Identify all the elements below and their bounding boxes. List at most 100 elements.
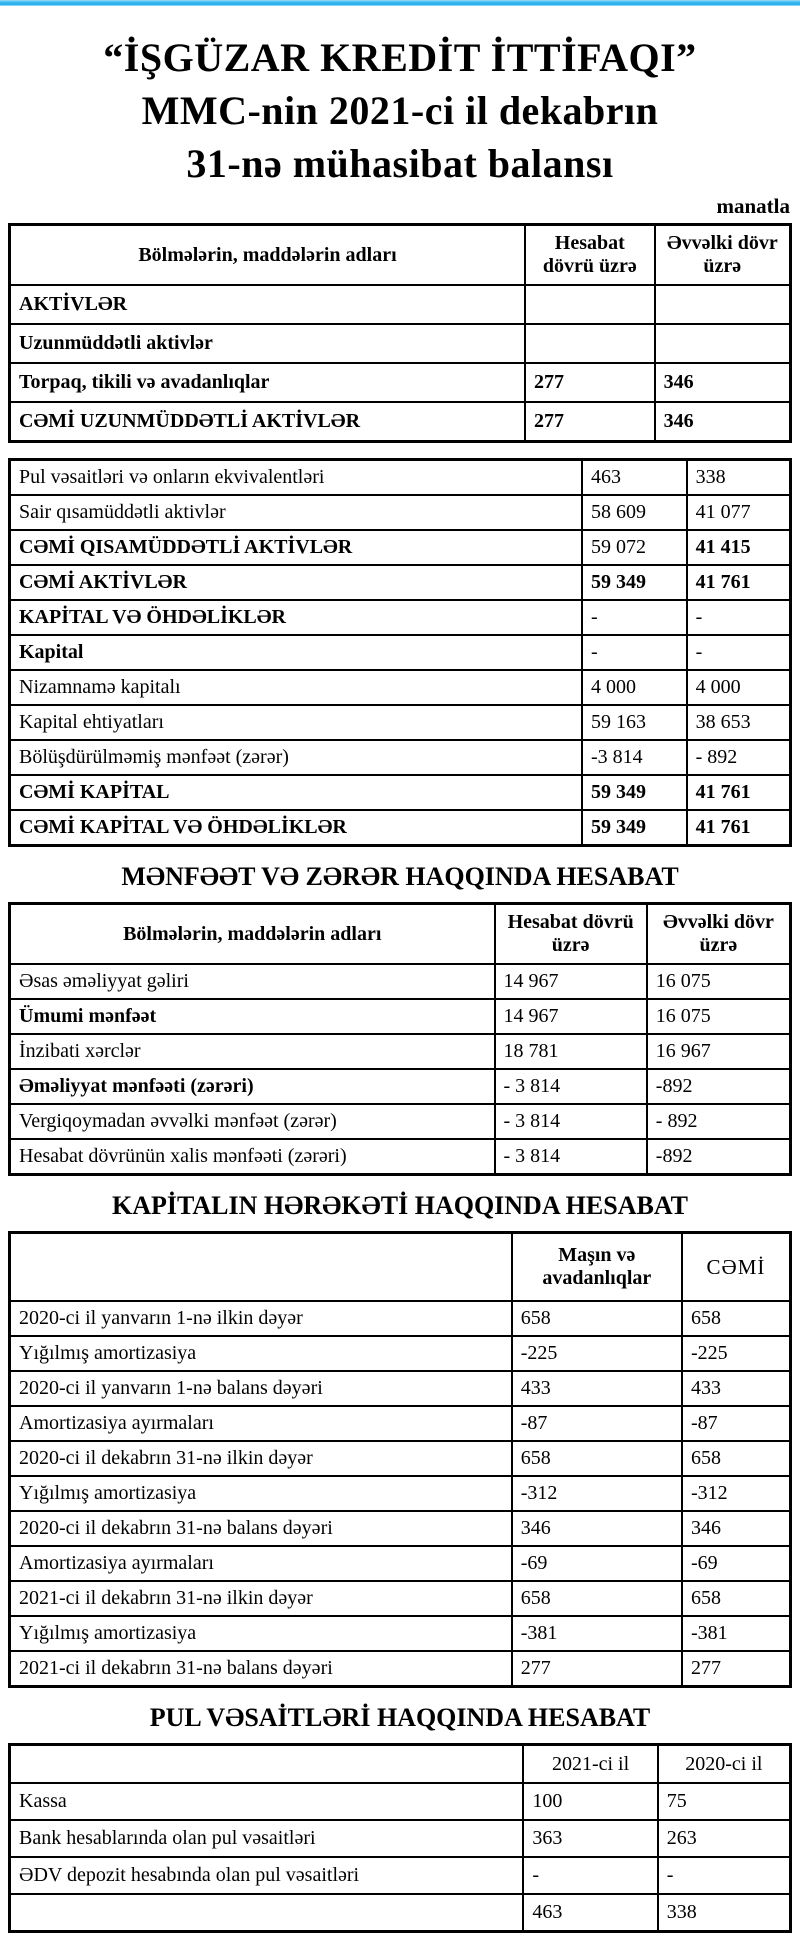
- value-cell: -: [580, 599, 688, 637]
- row-label: 2020-ci il yanvarın 1-nə ilkin dəyər: [8, 1300, 513, 1338]
- value-cell: -69: [680, 1545, 792, 1583]
- value-cell: -3 814: [580, 739, 688, 777]
- row-label: Kapital ehtiyatları: [8, 704, 583, 742]
- value-cell: 463: [522, 1893, 659, 1933]
- table-row: 463 338: [8, 1893, 792, 1933]
- table-row: KAPİTAL VƏ ÖHDƏLİKLƏR - -: [8, 599, 792, 637]
- value-cell: 433: [510, 1370, 683, 1408]
- row-label: 2020-ci il yanvarın 1-nə balans dəyəri: [8, 1370, 513, 1408]
- section-title-capital-movement: KAPİTALIN HƏRƏKƏTİ HAQQINDA HESABAT: [111, 1191, 689, 1221]
- value-cell: 16 967: [645, 1033, 792, 1071]
- value-cell: 16 075: [645, 998, 792, 1036]
- table-row: 2021-ci il dekabrın 31-nə balans dəyəri 2…: [8, 1650, 792, 1688]
- row-label: Kapital: [8, 634, 583, 672]
- row-label: ƏDV depozit hesabında olan pul vəsaitlər…: [8, 1856, 525, 1896]
- header-row: Maşın və avadanlıqlar CƏMİ: [8, 1231, 792, 1303]
- value-cell: 346: [510, 1510, 683, 1548]
- row-label: Bölüşdürülməmiş mənfəət (zərər): [8, 739, 583, 777]
- value-cell: -87: [680, 1405, 792, 1443]
- row-label: KAPİTAL VƏ ÖHDƏLİKLƏR: [8, 599, 583, 637]
- cash-table: 2021-ci il 2020-ci il Kassa 100 75 Bank hesab…: [8, 1743, 792, 1934]
- column-header: CƏMİ: [680, 1231, 792, 1303]
- row-label: Sair qısamüddətli aktivlər: [8, 494, 583, 532]
- row-label: CƏMİ KAPİTAL: [8, 774, 583, 812]
- row-label: Bank hesablarında olan pul vəsaitləri: [8, 1819, 525, 1859]
- header-row: 2021-ci il 2020-ci il: [8, 1743, 792, 1785]
- value-cell: 4 000: [685, 669, 792, 707]
- table-row: Yığılmış amortizasiya -312 -312: [8, 1475, 792, 1513]
- value-cell: -87: [510, 1405, 683, 1443]
- row-label: CƏMİ KAPİTAL VƏ ÖHDƏLİKLƏR: [8, 809, 583, 847]
- value-cell: -: [685, 634, 792, 672]
- value-cell: 658: [510, 1300, 683, 1338]
- table-row: AKTİVLƏR: [8, 284, 792, 326]
- row-label: İnzibati xərclər: [8, 1033, 496, 1071]
- column-header: [8, 1231, 513, 1303]
- value-cell: 658: [680, 1580, 792, 1618]
- value-cell: -: [656, 1856, 792, 1896]
- row-label: AKTİVLƏR: [8, 284, 526, 326]
- value-cell: 658: [680, 1440, 792, 1478]
- table-row: Yığılmış amortizasiya -225 -225: [8, 1335, 792, 1373]
- section-title-cash: PUL VƏSAİTLƏRİ HAQQINDA HESABAT: [149, 1703, 651, 1733]
- row-label: CƏMİ QISAMÜDDƏTLİ AKTİVLƏR: [8, 529, 583, 567]
- balance-sheet-table-long-term: Bölmələrin, maddələrin adları Hesabat döv…: [8, 223, 792, 444]
- column-header: Hesabat dövrü üzrə: [523, 223, 656, 287]
- value-cell: - 3 814: [493, 1138, 648, 1176]
- table-row: Əməliyyat mənfəəti (zərəri) - 3 814 -892: [8, 1068, 792, 1106]
- value-cell: -892: [645, 1138, 792, 1176]
- section-title-profit-loss: MƏNFƏƏT VƏ ZƏRƏR HAQQINDA HESABAT: [121, 862, 679, 892]
- row-label: CƏMİ AKTİVLƏR: [8, 564, 583, 602]
- row-label: Yığılmış amortizasiya: [8, 1335, 513, 1373]
- value-cell: 346: [680, 1510, 792, 1548]
- table-row: Ümumi mənfəət 14 967 16 075: [8, 998, 792, 1036]
- table-row: 2021-ci il dekabrın 31-nə ilkin dəyər 658…: [8, 1580, 792, 1618]
- value-cell: 4 000: [580, 669, 688, 707]
- column-header: 2020-ci il: [656, 1743, 792, 1785]
- column-header: Əvvəlki dövr üzrə: [645, 902, 792, 966]
- row-label: Hesabat dövrünün xalis mənfəəti (zərəri): [8, 1138, 496, 1176]
- balance-sheet-table-current-and-equity: Pul vəsaitləri və onların ekvivalentləri…: [8, 458, 792, 848]
- row-label: Əsas əməliyyat gəliri: [8, 963, 496, 1001]
- column-header: Bölmələrin, maddələrin adları: [8, 223, 526, 287]
- row-label: Amortizasiya ayırmaları: [8, 1405, 513, 1443]
- row-label: Pul vəsaitləri və onların ekvivalentləri: [8, 458, 583, 497]
- row-label: Yığılmış amortizasiya: [8, 1475, 513, 1513]
- value-cell: 277: [680, 1650, 792, 1688]
- value-cell: 433: [680, 1370, 792, 1408]
- table-row: Nizamnamə kapitalı 4 000 4 000: [8, 669, 792, 707]
- top-accent-bar: [0, 0, 800, 6]
- table-row: CƏMİ AKTİVLƏR 59 349 41 761: [8, 564, 792, 602]
- value-cell: 14 967: [493, 998, 648, 1036]
- value-cell: 277: [510, 1650, 683, 1688]
- value-cell: 263: [656, 1819, 792, 1859]
- table-row: Hesabat dövrünün xalis mənfəəti (zərəri)…: [8, 1138, 792, 1176]
- value-cell: -381: [680, 1615, 792, 1653]
- table-row: Vergiqoymadan əvvəlki mənfəət (zərər) - 3…: [8, 1103, 792, 1141]
- table-row: Bölüşdürülməmiş mənfəət (zərər) -3 814- 8…: [8, 739, 792, 777]
- table-row: Amortizasiya ayırmaları -87 -87: [8, 1405, 792, 1443]
- table-row: Bank hesablarında olan pul vəsaitləri 363…: [8, 1819, 792, 1859]
- column-header: Əvvəlki dövr üzrə: [653, 223, 792, 287]
- value-cell: 658: [680, 1300, 792, 1338]
- value-cell: 346: [653, 401, 792, 443]
- value-cell: 59 349: [580, 564, 688, 602]
- row-label: Ümumi mənfəət: [8, 998, 496, 1036]
- table-row: 2020-ci il yanvarın 1-nə ilkin dəyər 658 6…: [8, 1300, 792, 1338]
- row-label: Uzunmüddətli aktivlər: [8, 323, 526, 365]
- value-cell: -312: [510, 1475, 683, 1513]
- page-title: “İŞGÜZAR KREDİT İTTİFAQI” MMC-nin 2021-c…: [10, 32, 790, 190]
- value-cell: -892: [645, 1068, 792, 1106]
- value-cell: 38 653: [685, 704, 792, 742]
- table-row: Kapital - -: [8, 634, 792, 672]
- table-row: ƏDV depozit hesabında olan pul vəsaitlər…: [8, 1856, 792, 1896]
- table-row: İnzibati xərclər 18 781 16 967: [8, 1033, 792, 1071]
- value-cell: -225: [510, 1335, 683, 1373]
- value-cell: 59 163: [580, 704, 688, 742]
- row-label: 2020-ci il dekabrın 31-nə balans dəyəri: [8, 1510, 513, 1548]
- table-row: Kapital ehtiyatları 59 163 38 653: [8, 704, 792, 742]
- column-header: Hesabat dövrü üzrə: [493, 902, 648, 966]
- value-cell: 277: [523, 362, 656, 404]
- row-label: 2021-ci il dekabrın 31-nə ilkin dəyər: [8, 1580, 513, 1618]
- row-label: Amortizasiya ayırmaları: [8, 1545, 513, 1583]
